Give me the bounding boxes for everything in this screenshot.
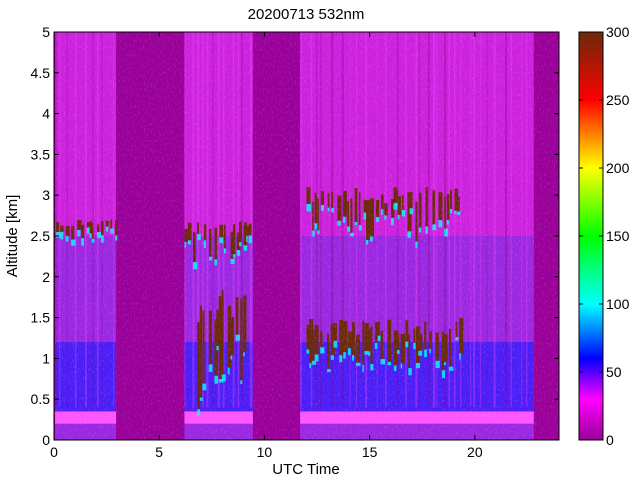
y-axis-label: Altitude [km] — [4, 195, 21, 278]
y-tick-label: 4 — [42, 106, 50, 122]
y-tick-label: 2 — [42, 269, 50, 285]
colorbar-tick-label: 0 — [606, 432, 614, 448]
y-tick-label: 2.5 — [31, 228, 51, 244]
y-tick-label: 5 — [42, 24, 50, 40]
colorbar-tick-label: 50 — [606, 364, 622, 380]
y-tick-label: 3.5 — [31, 146, 51, 162]
x-tick-label: 5 — [155, 444, 163, 460]
x-tick-label: 0 — [50, 444, 58, 460]
y-tick-label: 4.5 — [31, 65, 51, 81]
y-tick-label: 0.5 — [31, 391, 51, 407]
x-axis-label: UTC Time — [272, 461, 340, 478]
y-tick-label: 1 — [42, 350, 50, 366]
colorbar-tick-label: 150 — [606, 228, 630, 244]
x-tick-label: 15 — [362, 444, 378, 460]
x-tick-label: 20 — [467, 444, 483, 460]
y-tick-label: 1.5 — [31, 310, 51, 326]
colorbar-tick-label: 300 — [606, 24, 630, 40]
x-axis: 0 5 10 15 20 — [50, 32, 483, 460]
plot-area — [54, 32, 559, 440]
chart-title: 20200713 532nm — [248, 6, 365, 23]
y-tick-label: 3 — [42, 187, 50, 203]
y-tick-label: 0 — [42, 432, 50, 448]
y-axis: 0 0.5 1 1.5 2 2.5 3 3.5 4 4.5 5 — [31, 24, 559, 448]
colorbar: 0 50 100 150 200 250 300 — [578, 24, 630, 448]
colorbar-tick-label: 100 — [606, 296, 630, 312]
colorbar-tick-label: 200 — [606, 160, 630, 176]
noise-texture — [54, 32, 559, 440]
colorbar-tick-label: 250 — [606, 92, 630, 108]
x-tick-label: 10 — [257, 444, 273, 460]
